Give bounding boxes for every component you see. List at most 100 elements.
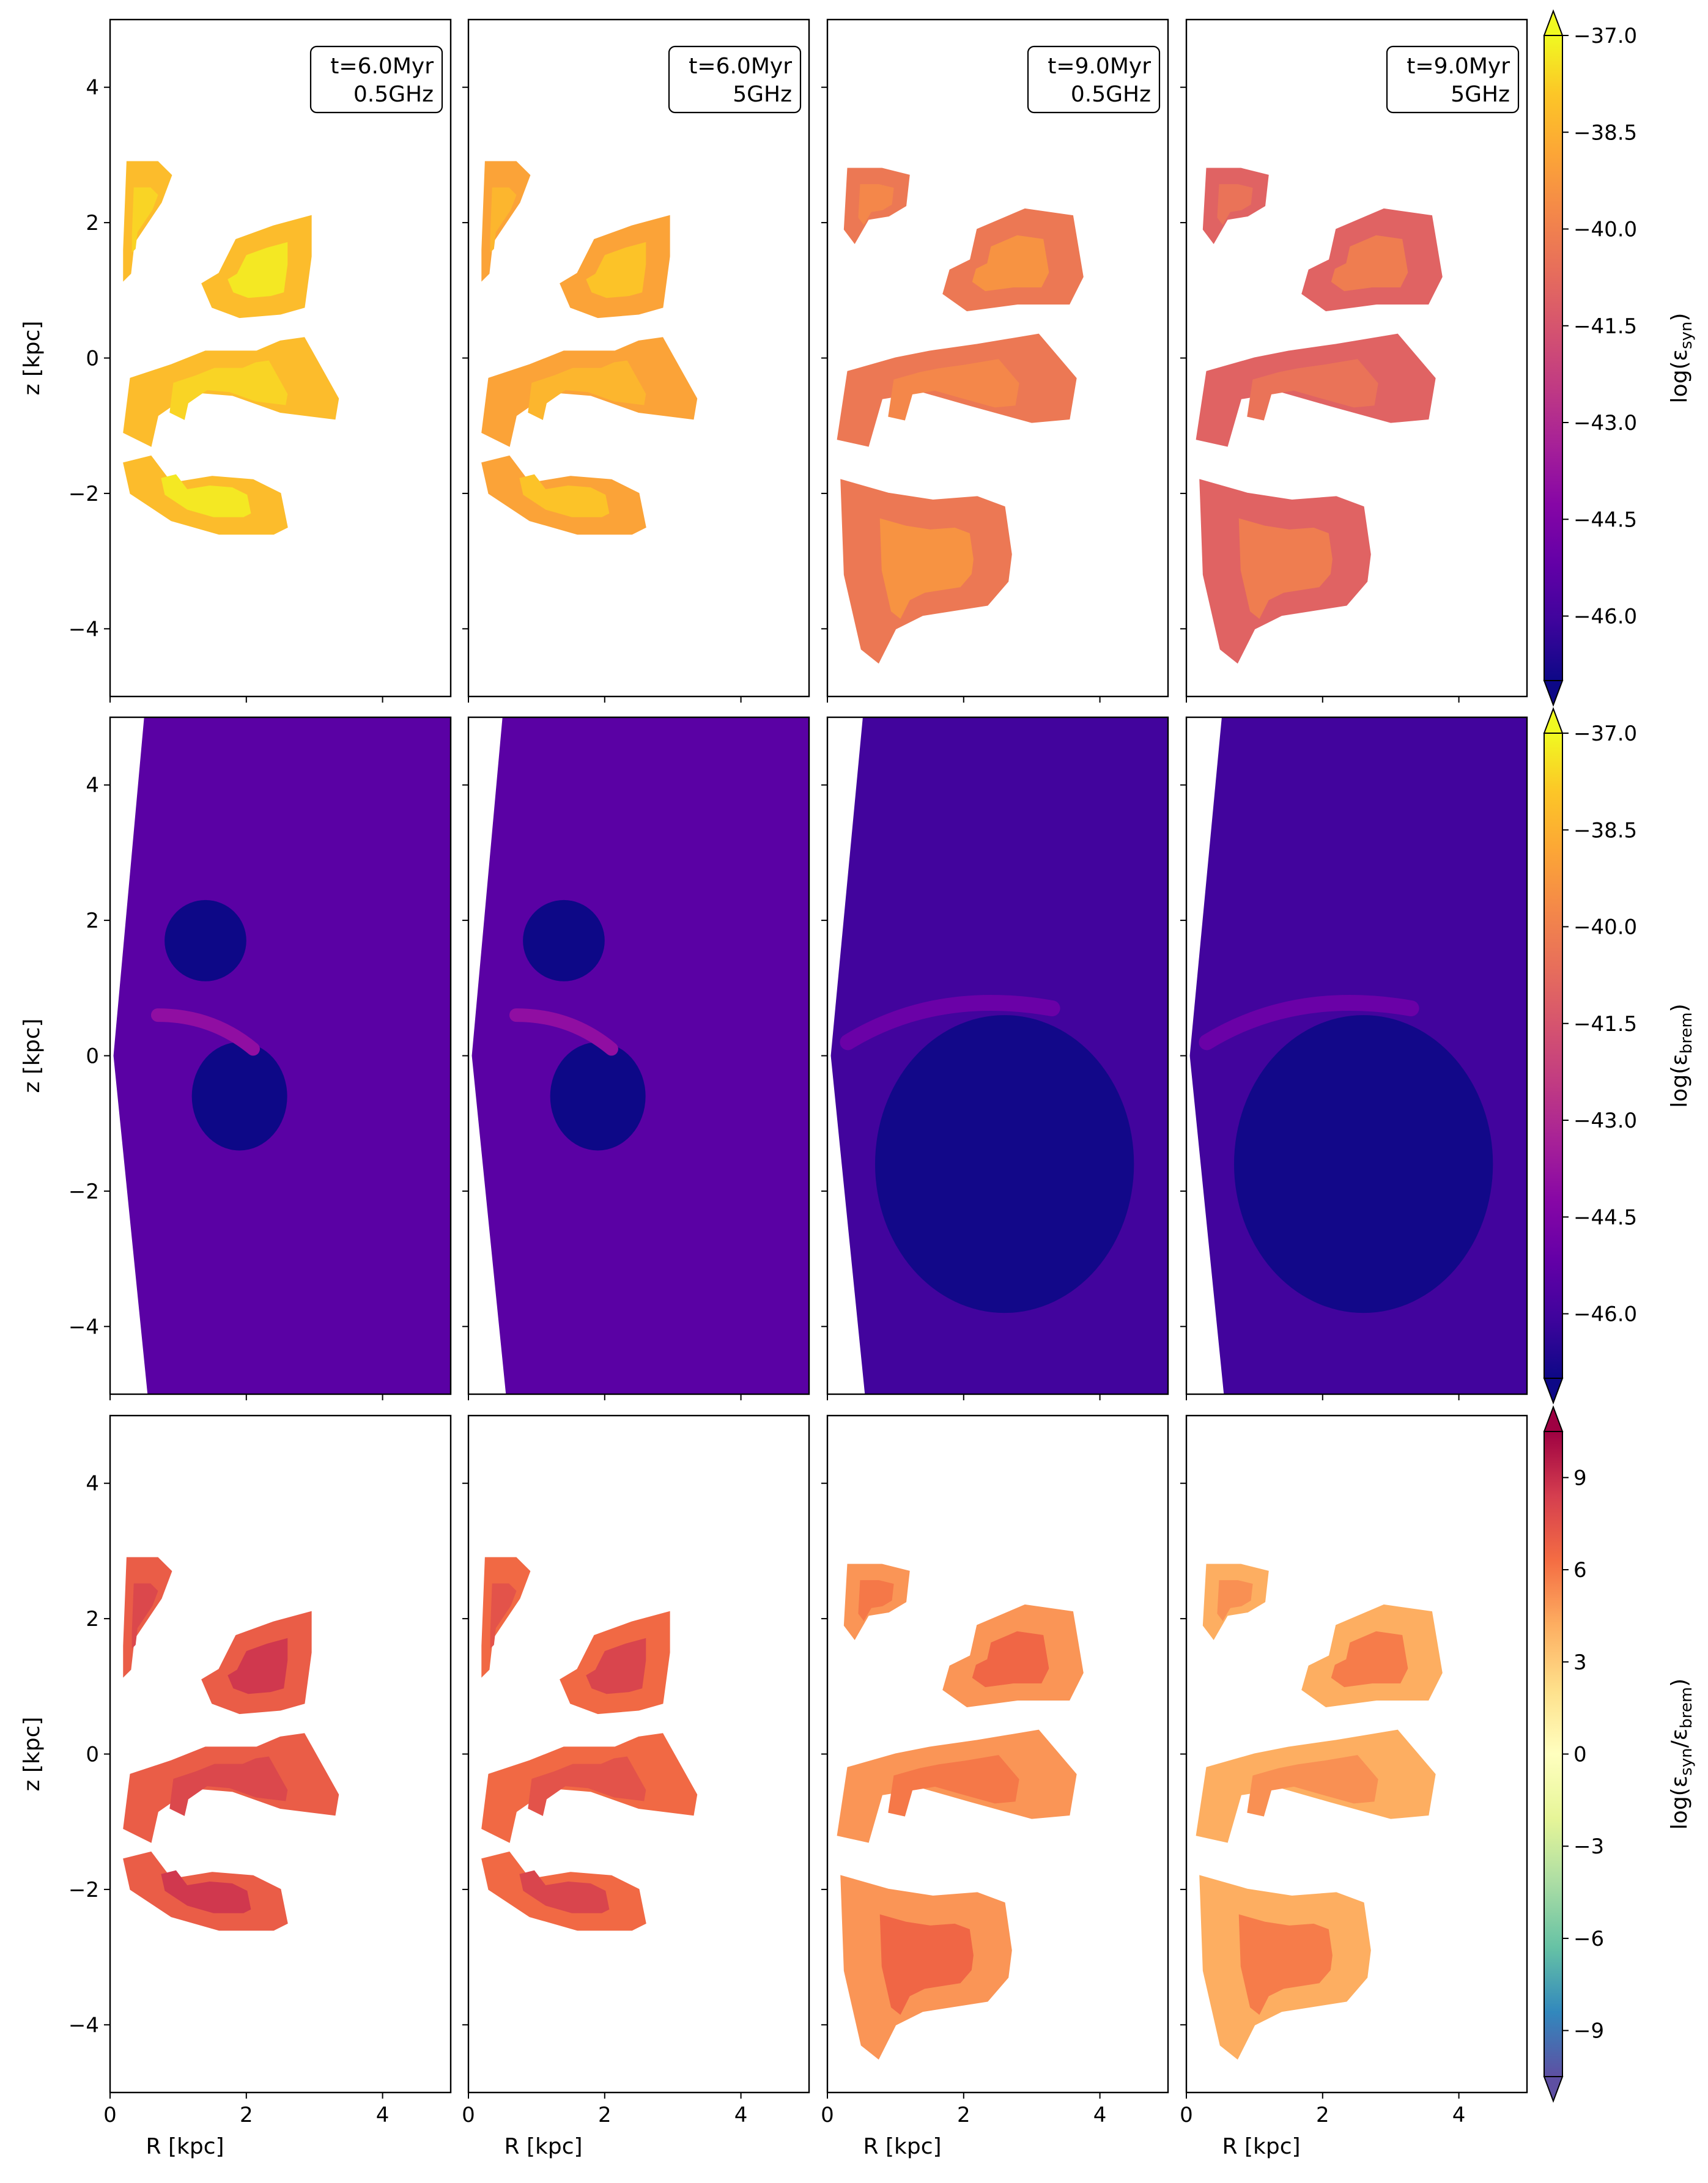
emission-core: [528, 1756, 646, 1816]
filament: [1199, 994, 1419, 1051]
x-tick-label: 0: [1180, 2103, 1193, 2127]
colorbar-tick-label: −9: [1573, 2019, 1604, 2044]
panel-r0c2: t=9.0Myr 0.5GHz: [821, 18, 1169, 703]
panel-image: [1189, 717, 1527, 1394]
panel-label-time: t=9.0Myr: [1407, 54, 1510, 79]
colorbar-gradient: [1544, 35, 1562, 681]
colorbar-tick-label: −38.5: [1573, 120, 1637, 145]
emission-core: [490, 1583, 517, 1649]
filament: [509, 1008, 618, 1056]
brem-domain: [471, 717, 809, 1394]
x-tick-label: 2: [957, 2103, 970, 2127]
y-tick-label: −2: [68, 1878, 99, 1902]
emission-core: [1331, 235, 1408, 292]
emission-core: [528, 360, 646, 420]
emission-core: [879, 518, 974, 619]
colorbar-tick-label: −40.0: [1573, 915, 1637, 940]
cavity-upper: [523, 899, 605, 981]
colorbar-tick-label: −44.5: [1573, 508, 1637, 532]
colorbar-label-subscript: syn: [1677, 1748, 1696, 1775]
emission-core: [972, 235, 1049, 292]
x-tick-label: 0: [821, 2103, 834, 2127]
emission-core: [1247, 359, 1378, 421]
colorbar-tick-label: −38.5: [1573, 818, 1637, 843]
colorbar-extend-max: [1543, 707, 1564, 734]
x-axis-label: R [kpc]: [1222, 2134, 1301, 2159]
colorbar-label: log(εsyn): [1667, 313, 1696, 404]
y-tick-label: 4: [86, 1472, 99, 1496]
colorbar-tick-label: −41.5: [1573, 314, 1637, 339]
colorbar-tick-label: 6: [1573, 1558, 1587, 1583]
panel-image: [471, 717, 809, 1394]
panel-label-frequency: 5GHz: [733, 82, 792, 107]
panel-r1c2: [821, 716, 1169, 1400]
emission-core: [161, 474, 251, 517]
x-tick-label: 0: [103, 2103, 117, 2127]
colorbar-tick-label: 0: [1573, 1743, 1587, 1767]
colorbar-extend-max: [1543, 9, 1564, 36]
emission-core: [227, 242, 288, 298]
colorbar-label-subscript: brem: [1677, 1012, 1696, 1054]
emission-core: [169, 360, 288, 420]
filament: [150, 1008, 260, 1056]
brem-domain: [113, 717, 451, 1394]
emission-core: [879, 1914, 974, 2015]
panel-label-box: [1386, 45, 1520, 114]
panel-image: [113, 717, 451, 1394]
panel-label-box: [668, 45, 802, 114]
colorbar-label-part: log(ε: [1667, 1054, 1692, 1107]
emission-core: [1217, 184, 1253, 226]
panel-label-time: t=6.0Myr: [330, 54, 434, 79]
colorbar-label-subscript: brem: [1677, 1687, 1696, 1729]
panel-image: [1196, 168, 1443, 664]
panel-r1c1: [462, 716, 810, 1400]
colorbar-2: 9 6 3 0 −3 −6 −9 log(εsyn/εbrem): [1543, 1405, 1696, 2103]
panel-label-frequency: 5GHz: [1451, 82, 1510, 107]
x-tick-label: 4: [1452, 2103, 1466, 2127]
colorbar-tick-label: −43.0: [1573, 411, 1637, 435]
colorbar-label: log(εsyn/εbrem): [1667, 1679, 1696, 1830]
emission-core: [1238, 518, 1333, 619]
cavity-upper: [165, 899, 246, 981]
x-tick-label: 0: [462, 2103, 475, 2127]
x-tick-label: 4: [376, 2103, 390, 2127]
x-tick-label: 2: [1316, 2103, 1329, 2127]
emission-core: [161, 1870, 251, 1913]
emission-core: [490, 187, 517, 253]
panel-image: [481, 161, 698, 535]
panel-label-frequency: 0.5GHz: [353, 82, 434, 107]
colorbar-label-subscript: syn: [1677, 322, 1696, 349]
y-axis-label: z [kpc]: [20, 321, 45, 396]
colorbar-frame: [1543, 733, 1563, 1379]
emission-region: [123, 1557, 172, 1678]
x-tick-label: 4: [1093, 2103, 1107, 2127]
emission-region: [481, 161, 531, 282]
emission-core: [131, 187, 158, 253]
colorbar-label-part: log(ε: [1667, 1776, 1692, 1830]
colorbar-tick-label: −46.0: [1573, 605, 1637, 629]
colorbar-label-part: ): [1667, 1003, 1692, 1012]
panel-grid: −4−2024t=6.0Myr0.5GHzt=6.0Myr5GHzt=9.0My…: [20, 18, 1528, 2159]
y-tick-label: 0: [86, 1743, 99, 1767]
emission-core: [888, 359, 1019, 421]
filament: [840, 994, 1060, 1051]
emission-core: [1217, 1580, 1253, 1622]
colorbar-tick-label: −41.5: [1573, 1012, 1637, 1036]
colorbar-tick-label: −37.0: [1573, 722, 1637, 746]
emission-core: [1238, 1914, 1333, 2015]
panel-r1c0: −4 −2 0 2 4: [68, 716, 452, 1400]
colorbar-extend-max: [1543, 1405, 1564, 1432]
y-axis-label: z [kpc]: [20, 1717, 45, 1792]
panel-r2c2: 0 2 4 R [kpc]: [821, 1414, 1169, 2159]
colorbar-label-part: ): [1667, 313, 1692, 322]
colorbar-1: −37.0 −38.5 −40.0 −41.5 −43.0 −44.5 −46.0 log(ε…: [1543, 707, 1696, 1405]
panel-label-frequency: 0.5GHz: [1071, 82, 1151, 107]
colorbar-extend-min: [1543, 680, 1564, 707]
colorbars: −37.0 −38.5 −40.0 −41.5 −43.0 −44.5 −46.0 log(ε…: [1543, 9, 1696, 2103]
y-tick-label: −2: [68, 482, 99, 506]
y-tick-label: 2: [86, 909, 99, 933]
emission-core: [586, 1638, 646, 1694]
emission-core: [131, 1583, 158, 1649]
y-tick-label: −4: [68, 617, 99, 641]
